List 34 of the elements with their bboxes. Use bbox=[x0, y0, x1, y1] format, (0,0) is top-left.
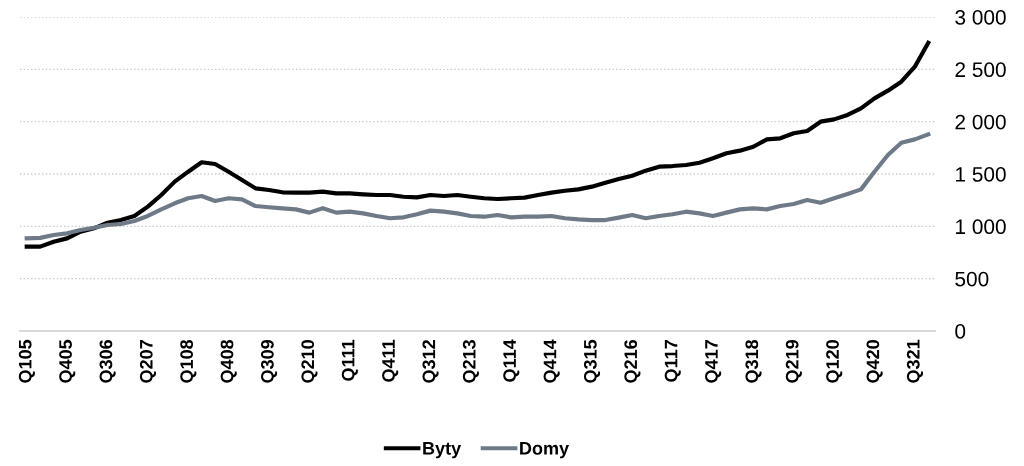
y-tick-label: 500 bbox=[955, 271, 989, 287]
x-tick-label: Q318 bbox=[745, 339, 762, 383]
x-tick-label: Q306 bbox=[99, 339, 116, 383]
x-tick-label: Q210 bbox=[301, 340, 318, 383]
x-tick-label: Q315 bbox=[583, 339, 601, 383]
x-tick-label: Q219 bbox=[785, 340, 802, 383]
x-tick-label: Q105 bbox=[18, 339, 35, 383]
line-series bbox=[24, 40, 931, 249]
y-tick-label: 3 000 bbox=[955, 10, 1006, 25]
x-tick-label: Q405 bbox=[59, 339, 76, 383]
x-tick-label: Q108 bbox=[180, 339, 197, 383]
x-tick-label: Q111 bbox=[341, 339, 358, 381]
x-tick-label: Q117 bbox=[664, 340, 681, 382]
x-tick-label: Q309 bbox=[261, 340, 278, 383]
y-tick-label: 2 000 bbox=[955, 114, 1006, 130]
x-tick-label: Q120 bbox=[826, 340, 843, 383]
x-tick-label: Q207 bbox=[139, 340, 157, 383]
line-series bbox=[24, 132, 931, 241]
x-tick-label: Q114 bbox=[503, 339, 520, 382]
x-tick-label: Q417 bbox=[705, 340, 722, 383]
x-tick-label: Q216 bbox=[624, 339, 641, 383]
legend-label: Domy bbox=[520, 442, 569, 459]
x-tick-label: Q321 bbox=[906, 339, 924, 383]
x-tick-label: Q213 bbox=[462, 339, 479, 383]
y-tick-label: 2 500 bbox=[955, 62, 1006, 78]
x-tick-label: Q312 bbox=[422, 340, 439, 383]
legend-label: Byty bbox=[423, 442, 462, 459]
x-tick-label: Q411 bbox=[382, 339, 399, 382]
y-tick-label: 0 bbox=[955, 324, 966, 339]
x-tick-label: Q414 bbox=[543, 339, 560, 383]
x-tick-label: Q420 bbox=[866, 340, 883, 383]
x-tick-label: Q408 bbox=[220, 339, 237, 383]
y-tick-label: 1 500 bbox=[956, 167, 1006, 182]
y-tick-label: 1 000 bbox=[956, 219, 1006, 235]
